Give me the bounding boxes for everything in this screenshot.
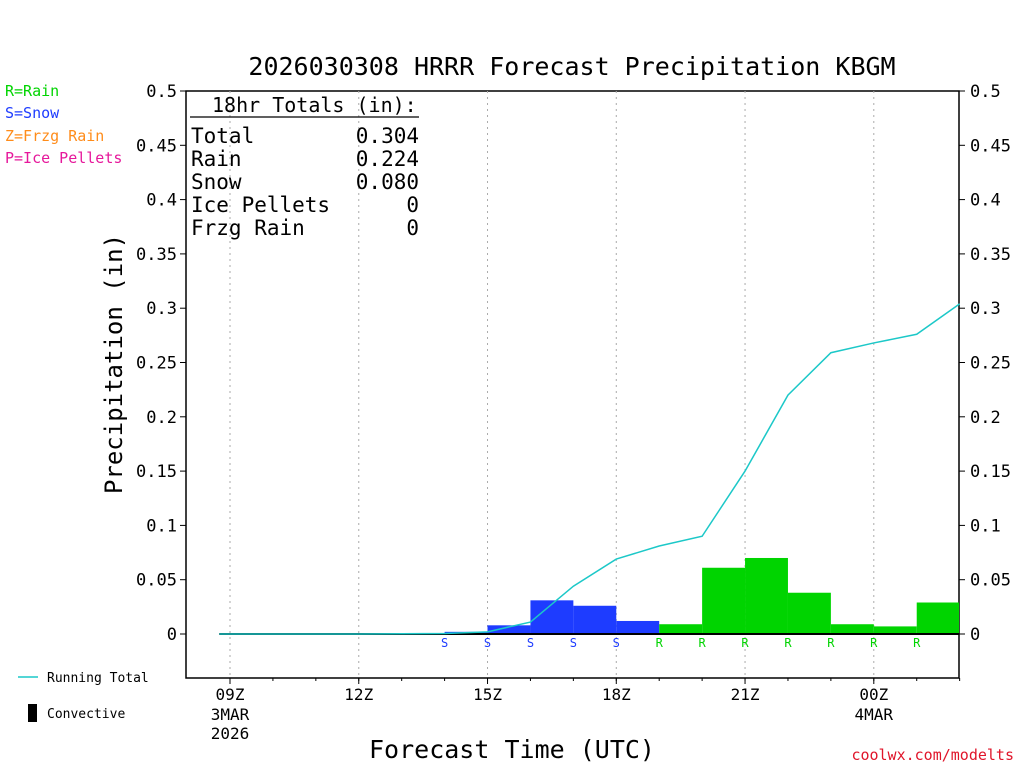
credit-link[interactable]: coolwx.com/modelts	[851, 746, 1014, 764]
precip-type-label: R	[656, 636, 664, 650]
totals-row-value: 0.304	[356, 124, 419, 148]
legend-rain: R=Rain	[5, 82, 59, 100]
precip-type-label: S	[613, 636, 620, 650]
y-tick-label-right: 0.3	[970, 299, 1001, 319]
x-axis-title: Forecast Time (UTC)	[369, 735, 655, 764]
precip-type-label: R	[784, 636, 792, 650]
legend-snow: S=Snow	[5, 104, 60, 122]
precip-type-label: R	[741, 636, 749, 650]
x-tick-label: 00Z	[859, 685, 888, 704]
precip-bar-snow	[530, 600, 574, 634]
totals-row-label: Rain	[191, 147, 242, 171]
plot-frame	[185, 90, 960, 679]
y-tick-label-left: 0.3	[146, 299, 177, 319]
precip-type-label: R	[699, 636, 707, 650]
y-tick-label-left: 0.1	[146, 516, 177, 536]
precip-type-label: R	[827, 636, 835, 650]
totals-header: 18hr Totals (in):	[212, 93, 417, 117]
precip-type-label: S	[441, 636, 448, 650]
x-tick-label: 18Z	[602, 685, 631, 704]
y-tick-label-right: 0.05	[970, 571, 1011, 591]
precip-bar-snow	[616, 620, 660, 634]
x-tick-year: 2026	[211, 724, 250, 743]
y-tick-label-left: 0	[167, 625, 177, 645]
y-tick-label-right: 0.5	[970, 82, 1001, 102]
y-tick-label-left: 0.45	[136, 136, 177, 156]
x-tick-label: 15Z	[473, 685, 502, 704]
x-tick-sublabel: 3MAR	[211, 705, 250, 724]
y-tick-label-right: 0.45	[970, 136, 1011, 156]
y-tick-label-right: 0	[970, 625, 980, 645]
totals-row-value: 0.224	[356, 147, 419, 171]
legend-ice-pellets: P=Ice Pellets	[5, 149, 122, 167]
precip-type-label: R	[870, 636, 878, 650]
convective-legend-swatch	[28, 704, 37, 722]
y-tick-label-left: 0.35	[136, 245, 177, 265]
totals-row-label: Snow	[191, 170, 242, 194]
totals-table: Total 0.304 Rain 0.224 Snow 0.080 Ice Pellets 0…	[191, 124, 419, 240]
precip-type-label: S	[527, 636, 534, 650]
totals-row-label: Ice Pellets	[191, 193, 330, 217]
totals-row-label: Frzg Rain	[191, 216, 305, 240]
totals-row-label: Total	[191, 124, 254, 148]
precip-bar-snow	[487, 625, 531, 634]
precip-bar-rain	[787, 592, 831, 634]
x-tick-label: 09Z	[216, 685, 245, 704]
y-tick-label-left: 0.15	[136, 462, 177, 482]
precip-bar-rain	[873, 626, 917, 634]
legend-frzg-rain: Z=Frzg Rain	[5, 127, 104, 145]
precip-bar-rain	[659, 624, 703, 634]
totals-row-value: 0.080	[356, 170, 419, 194]
convective-legend-label: Convective	[47, 707, 125, 722]
x-tick-sublabel: 4MAR	[855, 705, 894, 724]
y-tick-label-left: 0.4	[146, 191, 177, 211]
y-tick-label-right: 0.15	[970, 462, 1011, 482]
y-axis-title: Precipitation (in)	[100, 234, 128, 494]
precip-type-label: S	[484, 636, 491, 650]
y-tick-label-right: 0.1	[970, 516, 1001, 536]
precip-bar-rain	[702, 567, 746, 634]
y-tick-label-right: 0.4	[970, 191, 1001, 211]
y-tick-label-left: 0.25	[136, 354, 177, 374]
precip-bar-snow	[573, 605, 617, 634]
y-tick-label-left: 0.2	[146, 408, 177, 428]
x-tick-label: 21Z	[731, 685, 760, 704]
precip-type-label: S	[570, 636, 577, 650]
chart-title: 2026030308 HRRR Forecast Precipitation K…	[248, 52, 895, 81]
y-tick-label-right: 0.2	[970, 408, 1001, 428]
precip-bar-rain	[830, 624, 874, 634]
y-tick-label-right: 0.35	[970, 245, 1011, 265]
y-tick-label-left: 0.05	[136, 571, 177, 591]
precip-type-label: R	[913, 636, 921, 650]
precip-bar-rain	[745, 557, 788, 634]
y-tick-label-left: 0.5	[146, 82, 177, 102]
x-tick-label: 12Z	[344, 685, 373, 704]
totals-row-value: 0	[406, 216, 419, 240]
y-axis-ticks: 0 00.05 0.050.1 0.10.15 0.150.2 0.20.25 0.250.…	[136, 82, 1011, 645]
precip-bars	[444, 557, 959, 634]
precip-bar-rain	[916, 602, 959, 634]
y-tick-label-right: 0.25	[970, 354, 1011, 374]
totals-row-value: 0	[406, 193, 419, 217]
running-total-line	[219, 303, 961, 635]
vertical-gridlines	[229, 91, 875, 678]
running-total-legend-label: Running Total	[47, 671, 149, 686]
